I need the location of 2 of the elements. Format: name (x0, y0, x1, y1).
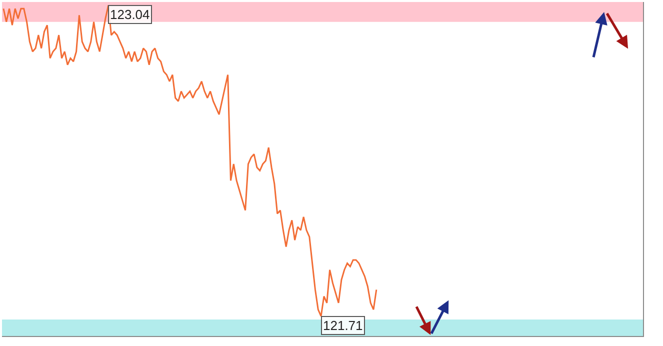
annotation: 121.71 (323, 318, 363, 333)
annotation: 123.04 (110, 7, 150, 22)
